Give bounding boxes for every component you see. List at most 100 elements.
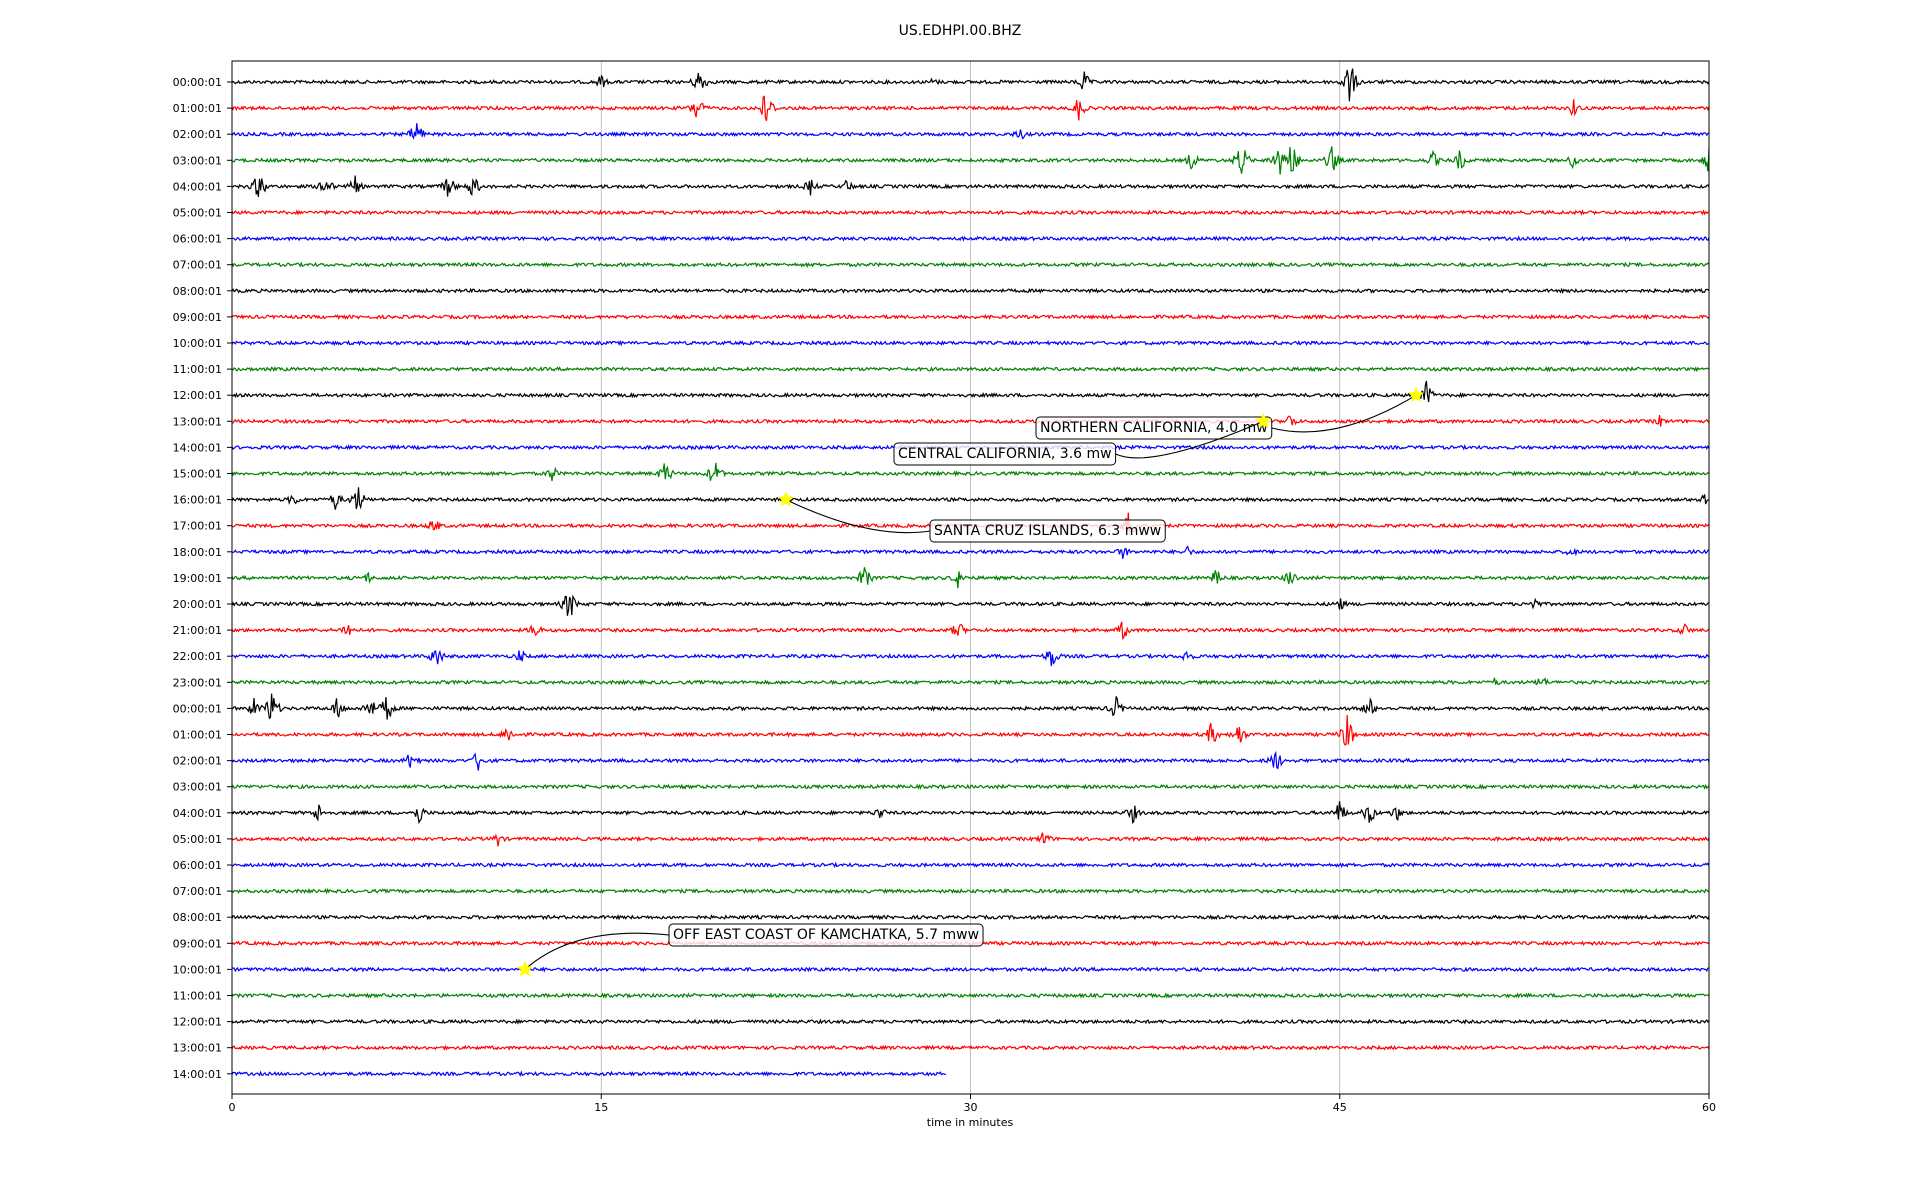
trace-time-label: 06:00:01: [173, 233, 222, 246]
seismic-trace: [231, 1018, 1710, 1025]
trace-time-label: 19:00:01: [173, 572, 222, 585]
trace-time-label: 00:00:01: [173, 76, 222, 89]
trace-time-label: 23:00:01: [173, 676, 222, 689]
annotation-connector: [524, 932, 670, 970]
event-star-marker: [516, 960, 534, 977]
seismic-trace: [232, 175, 1710, 197]
event-annotation: NORTHERN CALIFORNIA, 4.0 mw: [1035, 386, 1425, 440]
seismic-trace: [231, 750, 1710, 771]
trace-time-label: 15:00:01: [173, 468, 222, 481]
seismic-trace: [231, 913, 1710, 921]
trace-time-label: 08:00:01: [173, 285, 222, 298]
trace-time-label: 11:00:01: [173, 990, 222, 1003]
trace-time-label: 16:00:01: [173, 494, 222, 507]
annotation-label: CENTRAL CALIFORNIA, 3.6 mw: [898, 446, 1112, 462]
trace-time-label: 17:00:01: [173, 520, 222, 533]
chart-title: US.EDHPI.00.BHZ: [899, 23, 1022, 39]
annotation-box: [929, 519, 1166, 543]
annotation-label: SANTA CRUZ ISLANDS, 6.3 mww: [934, 523, 1161, 539]
x-tick-label: 15: [594, 1101, 608, 1114]
seismic-trace: [231, 649, 1710, 667]
trace-time-label: 18:00:01: [173, 546, 222, 559]
seismic-trace: [231, 677, 1710, 686]
event-annotation: CENTRAL CALIFORNIA, 3.6 mw: [893, 412, 1272, 466]
seismic-trace: [231, 146, 1710, 175]
trace-time-label: 10:00:01: [173, 337, 222, 350]
seismic-trace: [231, 365, 1710, 373]
trace-time-label: 02:00:01: [173, 128, 222, 141]
annotation-box: [893, 442, 1117, 466]
trace-time-label: 03:00:01: [173, 781, 222, 794]
trace-time-label: 09:00:01: [173, 311, 222, 324]
seismic-trace: [231, 462, 1710, 482]
trace-time-label: 03:00:01: [173, 154, 222, 167]
seismic-trace: [231, 95, 1710, 122]
trace-time-label: 08:00:01: [173, 911, 222, 924]
seismic-trace: [231, 339, 1710, 347]
trace-time-label: 02:00:01: [173, 755, 222, 768]
seismic-trace: [231, 261, 1710, 269]
x-tick-label: 30: [964, 1101, 978, 1114]
trace-time-label: 04:00:01: [173, 807, 222, 820]
trace-time-label: 12:00:01: [173, 389, 222, 402]
trace-time-label: 05:00:01: [173, 833, 222, 846]
seismic-trace: [231, 287, 1710, 295]
seismic-trace: [231, 693, 1710, 720]
trace-time-label: 10:00:01: [173, 963, 222, 976]
seismic-trace: [231, 783, 1710, 790]
seismic-traces: [231, 68, 1710, 1078]
seismic-trace: [231, 567, 1710, 589]
trace-time-label: 07:00:01: [173, 259, 222, 272]
trace-time-labels: 00:00:01 01:00:01 02:00:01 03:00:01 04:00:01…: [173, 76, 232, 1081]
event-annotation: SANTA CRUZ ISLANDS, 6.3 mww: [777, 490, 1166, 543]
trace-time-label: 04:00:01: [173, 180, 222, 193]
x-tick-label: 60: [1702, 1101, 1716, 1114]
seismic-trace: [231, 966, 1710, 973]
annotation-connector: [1271, 394, 1417, 433]
trace-time-label: 09:00:01: [173, 937, 222, 950]
trace-time-label: 14:00:01: [173, 441, 222, 454]
seismic-trace: [231, 832, 1710, 847]
seismic-trace: [231, 235, 1710, 242]
seismic-trace: [231, 1044, 1710, 1051]
seismic-trace: [231, 861, 1710, 869]
annotation-connector: [785, 499, 931, 534]
seismic-trace: [231, 68, 1710, 102]
x-tick-label: 0: [229, 1101, 236, 1114]
trace-time-label: 01:00:01: [173, 729, 222, 742]
seismic-trace: [231, 415, 1710, 427]
x-axis-ticks: 0 15 30 45 60: [229, 1094, 1716, 1114]
annotation-connector: [1115, 420, 1264, 459]
trace-time-label: 13:00:01: [173, 1042, 222, 1055]
seismic-trace: [231, 1070, 947, 1078]
seismic-trace: [231, 123, 1710, 140]
event-star-marker: [1255, 412, 1272, 429]
annotation-label: NORTHERN CALIFORNIA, 4.0 mw: [1040, 420, 1268, 436]
event-annotation: OFF EAST COAST OF KAMCHATKA, 5.7 mww: [516, 923, 984, 977]
trace-time-label: 12:00:01: [173, 1016, 222, 1029]
seismic-trace: [231, 487, 1710, 510]
seismic-trace: [231, 313, 1710, 321]
trace-time-label: 21:00:01: [173, 624, 222, 637]
trace-time-label: 06:00:01: [173, 859, 222, 872]
seismic-trace: [231, 621, 1710, 641]
annotation-label: OFF EAST COAST OF KAMCHATKA, 5.7 mww: [673, 927, 979, 943]
trace-time-label: 14:00:01: [173, 1068, 222, 1081]
event-star-marker: [777, 490, 795, 507]
seismic-trace: [231, 801, 1710, 825]
seismic-trace: [231, 887, 1710, 895]
trace-time-label: 07:00:01: [173, 885, 222, 898]
annotation-box: [1035, 416, 1273, 440]
x-axis-label: time in minutes: [927, 1116, 1014, 1129]
trace-time-label: 05:00:01: [173, 207, 222, 220]
seismic-trace: [231, 594, 1709, 616]
trace-time-label: 00:00:01: [173, 702, 222, 715]
seismic-trace: [231, 992, 1710, 999]
annotation-box: [668, 923, 984, 947]
seismic-trace: [231, 545, 1710, 559]
seismic-trace: [231, 209, 1710, 216]
event-annotations: NORTHERN CALIFORNIA, 4.0 mw CENTRAL CALIF…: [516, 386, 1425, 977]
trace-time-label: 20:00:01: [173, 598, 222, 611]
event-star-marker: [1407, 386, 1425, 403]
